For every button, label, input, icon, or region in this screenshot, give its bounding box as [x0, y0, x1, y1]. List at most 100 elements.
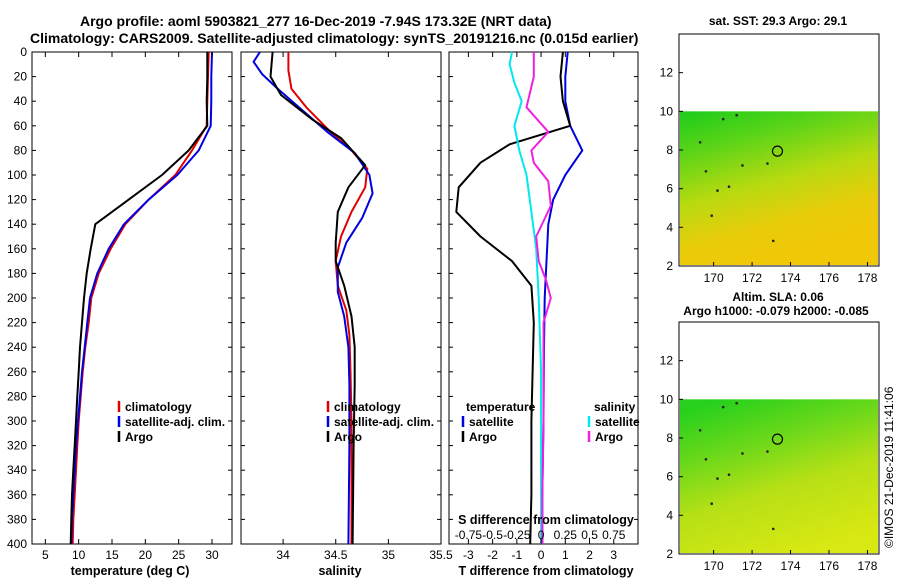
sla-field [680, 399, 878, 553]
x2-tick-label: -0.25 [503, 528, 531, 542]
depth-tick-label: 280 [7, 389, 27, 403]
title-line-1: Argo profile: aoml 5903821_277 16-Dec-20… [80, 13, 552, 29]
depth-tick-label: 120 [7, 193, 27, 207]
difference-x-ticks: -3 -2 -1 0 1 2 3 [463, 52, 617, 562]
island-mark [766, 162, 769, 165]
series-line-s-argo [525, 52, 552, 544]
depth-tick-label: 160 [7, 242, 27, 256]
x2-tick-label: 0 [538, 528, 545, 542]
x-tick-label: 34 [276, 548, 290, 562]
legend-label-climatology: climatology [125, 400, 192, 414]
series-line-t-satellite [541, 51, 584, 544]
series-line-argo [69, 52, 209, 545]
island-mark [727, 473, 731, 477]
x-tick-label: 15 [105, 548, 119, 562]
series-line-climatology [287, 52, 369, 544]
x-tick-label: 35.5 [429, 548, 453, 562]
x2-tick-label: 0.25 [554, 528, 578, 542]
map-x-tick-label: 170 [704, 271, 724, 285]
temperature-x-ticks: 5 10 15 20 25 30 [42, 52, 219, 562]
argo-position-marker [771, 145, 784, 157]
map-x-tick-label: 174 [781, 559, 801, 573]
salinity-difference-x-ticks: -0.75 -0.5 -0.25 0 0.25 0.5 0.75 [455, 528, 626, 542]
island-mark [721, 405, 725, 409]
sla-map-title-2: Argo h1000: -0.079 h2000: -0.085 [683, 304, 869, 318]
island-mark [735, 113, 738, 117]
x-tick-label: -1 [512, 548, 523, 562]
island-mark [704, 457, 708, 461]
island-mark [741, 452, 744, 455]
temperature-axes [31, 51, 233, 545]
depth-tick-label: 360 [7, 488, 27, 502]
island-mark [716, 189, 719, 192]
map-y-tick-label: 8 [666, 431, 673, 445]
sla-map: 170 172 174 176 178 2 4 6 8 10 12 [660, 321, 880, 573]
series-line-satellite-adj-clim- [252, 51, 374, 545]
temperature-x-label: temperature (deg C) [71, 564, 190, 578]
x-tick-label: 2 [586, 548, 593, 562]
series-line-s-satellite [508, 51, 543, 544]
island-mark [727, 185, 731, 189]
legend-label-argo: Argo [125, 430, 153, 444]
x-tick-label: 25 [172, 548, 186, 562]
depth-tick-label: 100 [7, 168, 27, 182]
x-tick-label: 34.5 [324, 548, 348, 562]
depth-tick-marks [32, 51, 638, 545]
depth-tick-label: 380 [7, 512, 27, 526]
island-mark [771, 239, 775, 243]
island-mark [710, 502, 713, 506]
x-tick-label: 30 [205, 548, 219, 562]
series-line-argo [269, 51, 367, 545]
island-mark [698, 428, 702, 432]
island-mark [710, 214, 713, 218]
map-y-tick-label: 12 [660, 354, 674, 368]
map-x-tick-label: 176 [819, 271, 839, 285]
map-x-tick-label: 176 [819, 559, 839, 573]
legend-label-climatology: climatology [334, 400, 401, 414]
depth-tick-label: 20 [14, 70, 28, 84]
map-x-tick-label: 172 [742, 559, 762, 573]
map-x-tick-label: 170 [704, 559, 724, 573]
t-difference-x-label: T difference from climatology [458, 564, 633, 578]
s-difference-x-label: S difference from climatology [458, 513, 634, 527]
sst-field [680, 111, 878, 265]
salinity-series [252, 51, 374, 545]
depth-tick-label: 60 [14, 119, 28, 133]
salinity-legend: climatology satellite-adj. clim. Argo [326, 400, 434, 444]
x2-tick-label: 0.75 [602, 528, 626, 542]
island-mark [735, 401, 738, 405]
temperature-legend: climatology satellite-adj. clim. Argo [117, 400, 225, 444]
island-mark [721, 117, 725, 121]
legend-label-argo: Argo [334, 430, 362, 444]
x-tick-label: 10 [72, 548, 86, 562]
series-line-satellite-adj-clim- [70, 51, 213, 545]
title-line-2: Climatology: CARS2009. Satellite-adjuste… [30, 30, 638, 46]
legend-title-temperature: temperature [466, 400, 536, 414]
depth-tick-label: 220 [7, 316, 27, 330]
x-tick-label: -3 [463, 548, 474, 562]
sst-map: 170 172 174 176 178 2 4 6 8 10 12 [660, 33, 880, 285]
island-mark [698, 140, 702, 144]
salinity-x-label: salinity [318, 564, 361, 578]
x-tick-label: 20 [139, 548, 153, 562]
sst-map-title: sat. SST: 29.3 Argo: 29.1 [709, 14, 848, 28]
x-tick-label: 1 [562, 548, 569, 562]
x-tick-label: 35 [382, 548, 396, 562]
x-tick-label: 0 [538, 548, 545, 562]
x-tick-label: -2 [487, 548, 498, 562]
depth-tick-label: 260 [7, 365, 27, 379]
map-y-tick-label: 6 [666, 182, 673, 196]
depth-tick-label: 80 [14, 143, 28, 157]
map-x-tick-label: 174 [781, 271, 801, 285]
legend-label-t-satellite: satellite [469, 415, 514, 429]
island-mark [741, 164, 744, 167]
depth-tick-label: 320 [7, 439, 27, 453]
map-y-tick-label: 4 [666, 508, 673, 522]
legend-label-s-satellite: satellite [595, 415, 640, 429]
temperature-series [69, 51, 213, 545]
legend-label-satellite: satellite-adj. clim. [125, 415, 225, 429]
x2-tick-label: -0.75 [455, 528, 483, 542]
salinity-x-ticks: 34 34.5 35 35.5 [276, 52, 453, 562]
island-mark [704, 169, 708, 173]
